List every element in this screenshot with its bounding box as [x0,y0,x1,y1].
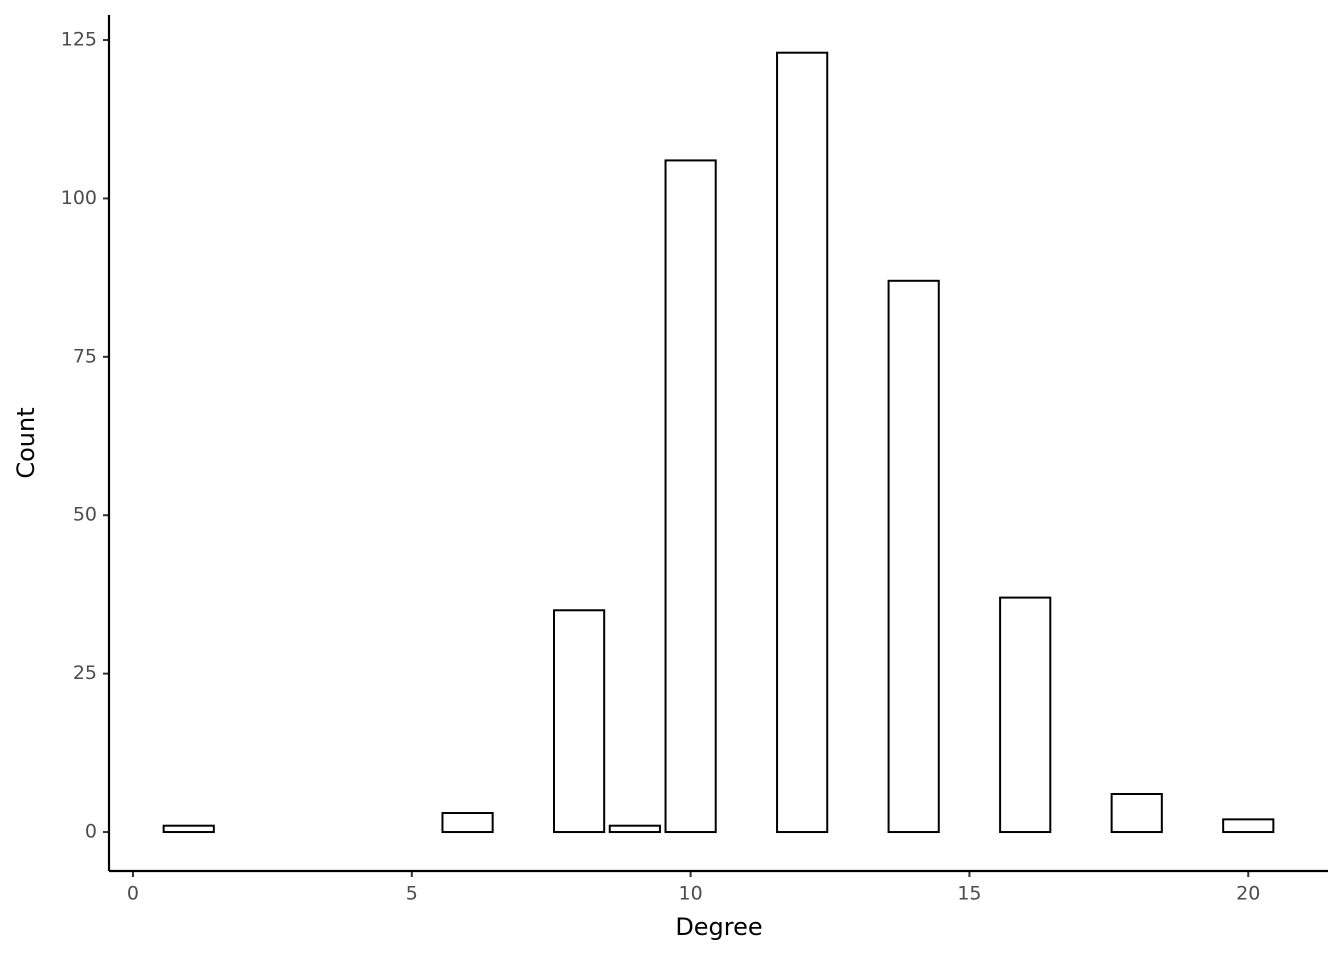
bar [1222,818,1275,834]
x-tick-label: 0 [127,883,139,905]
y-axis-title: Count [12,407,40,478]
bar [552,609,606,834]
bar [1110,793,1163,834]
y-tick-label: 100 [61,187,97,209]
y-tick-label: 25 [73,662,97,684]
bar [664,159,717,834]
x-tick-label: 20 [1236,883,1260,905]
x-axis-title: Degree [675,913,762,941]
bar [441,812,494,834]
x-tick-label: 15 [957,883,981,905]
y-tick-label: 75 [73,345,97,367]
x-tick-label: 5 [406,883,418,905]
bar [776,51,829,834]
bar [608,824,661,834]
bar [162,824,215,834]
y-tick-label: 125 [61,29,97,51]
y-tick-label: 0 [85,821,97,843]
x-tick-label: 10 [679,883,703,905]
bar [887,279,940,834]
y-tick-label: 50 [73,504,97,526]
bar [999,596,1052,834]
